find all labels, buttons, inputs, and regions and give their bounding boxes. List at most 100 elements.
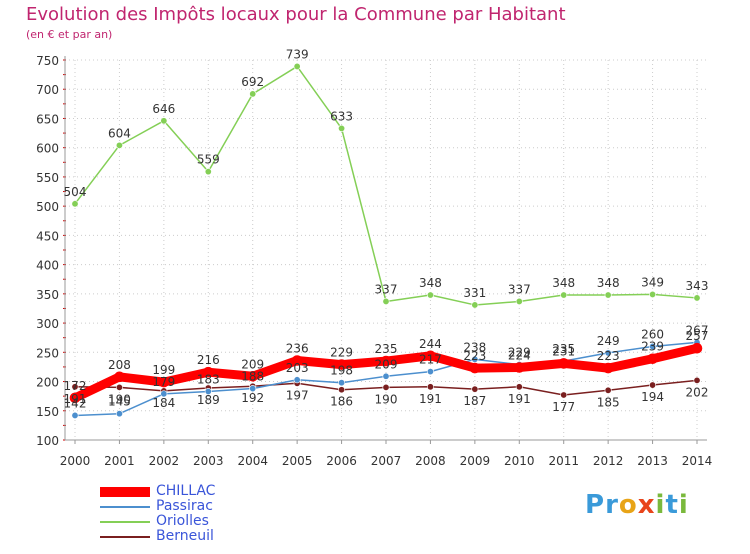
- data-label-passirac: 249: [597, 334, 620, 348]
- data-label-oriolles: 633: [330, 109, 353, 123]
- y-tick-label: 750: [36, 54, 59, 68]
- y-tick-label: 500: [36, 200, 59, 214]
- y-tick-label: 450: [36, 229, 59, 243]
- data-point-oriolles: [204, 168, 212, 176]
- y-tick-label: 650: [36, 112, 59, 126]
- data-point-oriolles: [515, 297, 523, 305]
- data-label-chillac: 172: [64, 379, 87, 393]
- logo-letter: i: [678, 490, 689, 520]
- data-point-oriolles: [115, 141, 123, 149]
- legend-swatch-berneuil: [100, 535, 150, 538]
- x-tick-label: 2006: [326, 454, 357, 468]
- data-label-chillac: 223: [597, 349, 620, 363]
- data-point-oriolles: [604, 291, 612, 299]
- data-label-oriolles: 739: [286, 47, 309, 61]
- x-tick-label: 2000: [60, 454, 91, 468]
- data-label-chillac: 244: [419, 337, 442, 351]
- logo-letter: r: [605, 490, 619, 520]
- chart-subtitle: (en € et par an): [26, 28, 113, 41]
- data-point-chillac: [247, 370, 259, 382]
- data-label-chillac: 216: [197, 353, 220, 367]
- data-point-oriolles: [426, 291, 434, 299]
- data-point-berneuil: [426, 383, 434, 391]
- logo-letter: o: [618, 490, 638, 520]
- data-label-oriolles: 646: [152, 102, 175, 116]
- data-label-oriolles: 337: [375, 282, 398, 296]
- y-tick-label: 200: [36, 376, 59, 390]
- data-point-oriolles: [338, 124, 346, 132]
- data-point-passirac: [426, 368, 434, 376]
- logo-letter: x: [637, 490, 656, 520]
- data-label-berneuil: 190: [375, 392, 398, 406]
- data-label-oriolles: 348: [552, 276, 575, 290]
- x-tick-label: 2004: [237, 454, 268, 468]
- data-label-berneuil: 187: [463, 394, 486, 408]
- data-point-chillac: [336, 359, 347, 370]
- data-label-berneuil: 191: [419, 392, 442, 406]
- data-point-passirac: [293, 376, 301, 384]
- data-label-chillac: 199: [152, 363, 175, 377]
- data-label-berneuil: 192: [241, 391, 264, 405]
- x-tick-label: 2014: [682, 454, 713, 468]
- data-point-berneuil: [693, 376, 701, 384]
- data-point-oriolles: [71, 200, 79, 208]
- data-label-passirac: 188: [241, 370, 264, 384]
- data-point-berneuil: [71, 383, 79, 391]
- data-label-passirac: 229: [508, 346, 531, 360]
- y-tick-label: 700: [36, 83, 59, 97]
- data-point-chillac: [291, 355, 303, 366]
- x-tick-label: 2010: [504, 454, 535, 468]
- data-point-oriolles: [249, 90, 257, 98]
- data-point-passirac: [115, 410, 123, 418]
- y-tick-label: 400: [36, 259, 59, 273]
- data-label-passirac: 260: [641, 327, 664, 341]
- data-label-berneuil: 202: [686, 385, 709, 399]
- data-label-passirac: 179: [152, 375, 175, 389]
- data-label-passirac: 209: [375, 357, 398, 371]
- x-tick-label: 2007: [371, 454, 402, 468]
- legend-label-berneuil: Berneuil: [156, 528, 214, 544]
- data-label-berneuil: 185: [597, 395, 620, 409]
- data-point-chillac: [691, 342, 703, 354]
- data-point-passirac: [204, 387, 212, 395]
- data-point-passirac: [249, 385, 257, 393]
- data-label-oriolles: 337: [508, 282, 531, 296]
- data-point-oriolles: [693, 294, 701, 302]
- data-point-passirac: [160, 390, 168, 398]
- legend-label-oriolles: Oriolles: [156, 513, 209, 529]
- data-point-berneuil: [649, 381, 657, 389]
- data-point-berneuil: [471, 385, 479, 393]
- data-label-passirac: 238: [463, 340, 486, 354]
- data-label-berneuil: 190: [108, 392, 131, 406]
- data-point-oriolles: [160, 117, 168, 125]
- data-point-chillac: [513, 362, 525, 373]
- y-tick-label: 350: [36, 288, 59, 302]
- data-label-berneuil: 177: [552, 400, 575, 414]
- logo-letter: i: [655, 490, 666, 520]
- data-label-oriolles: 343: [686, 279, 709, 293]
- data-point-oriolles: [649, 290, 657, 298]
- data-label-passirac: 235: [552, 342, 575, 356]
- x-tick-label: 2008: [415, 454, 446, 468]
- data-point-chillac: [558, 358, 570, 369]
- x-tick-label: 2002: [149, 454, 180, 468]
- chart-legend: CHILLAC Passirac Oriolles Berneuil: [100, 484, 215, 544]
- data-label-berneuil: 194: [641, 390, 664, 404]
- x-tick-label: 2012: [593, 454, 624, 468]
- data-label-berneuil: 191: [508, 392, 531, 406]
- data-label-oriolles: 504: [64, 185, 87, 199]
- data-label-oriolles: 349: [641, 275, 664, 289]
- data-label-chillac: 209: [241, 357, 264, 371]
- data-label-chillac: 229: [330, 346, 353, 360]
- x-tick-label: 2005: [282, 454, 313, 468]
- data-label-passirac: 198: [330, 364, 353, 378]
- data-label-passirac: 217: [419, 353, 442, 367]
- y-tick-label: 100: [36, 434, 59, 448]
- legend-swatch-chillac: [100, 486, 150, 497]
- data-point-passirac: [71, 411, 79, 419]
- data-point-berneuil: [515, 383, 523, 391]
- legend-item-berneuil: Berneuil: [100, 529, 215, 544]
- data-label-berneuil: 191: [64, 392, 87, 406]
- y-tick-label: 300: [36, 317, 59, 331]
